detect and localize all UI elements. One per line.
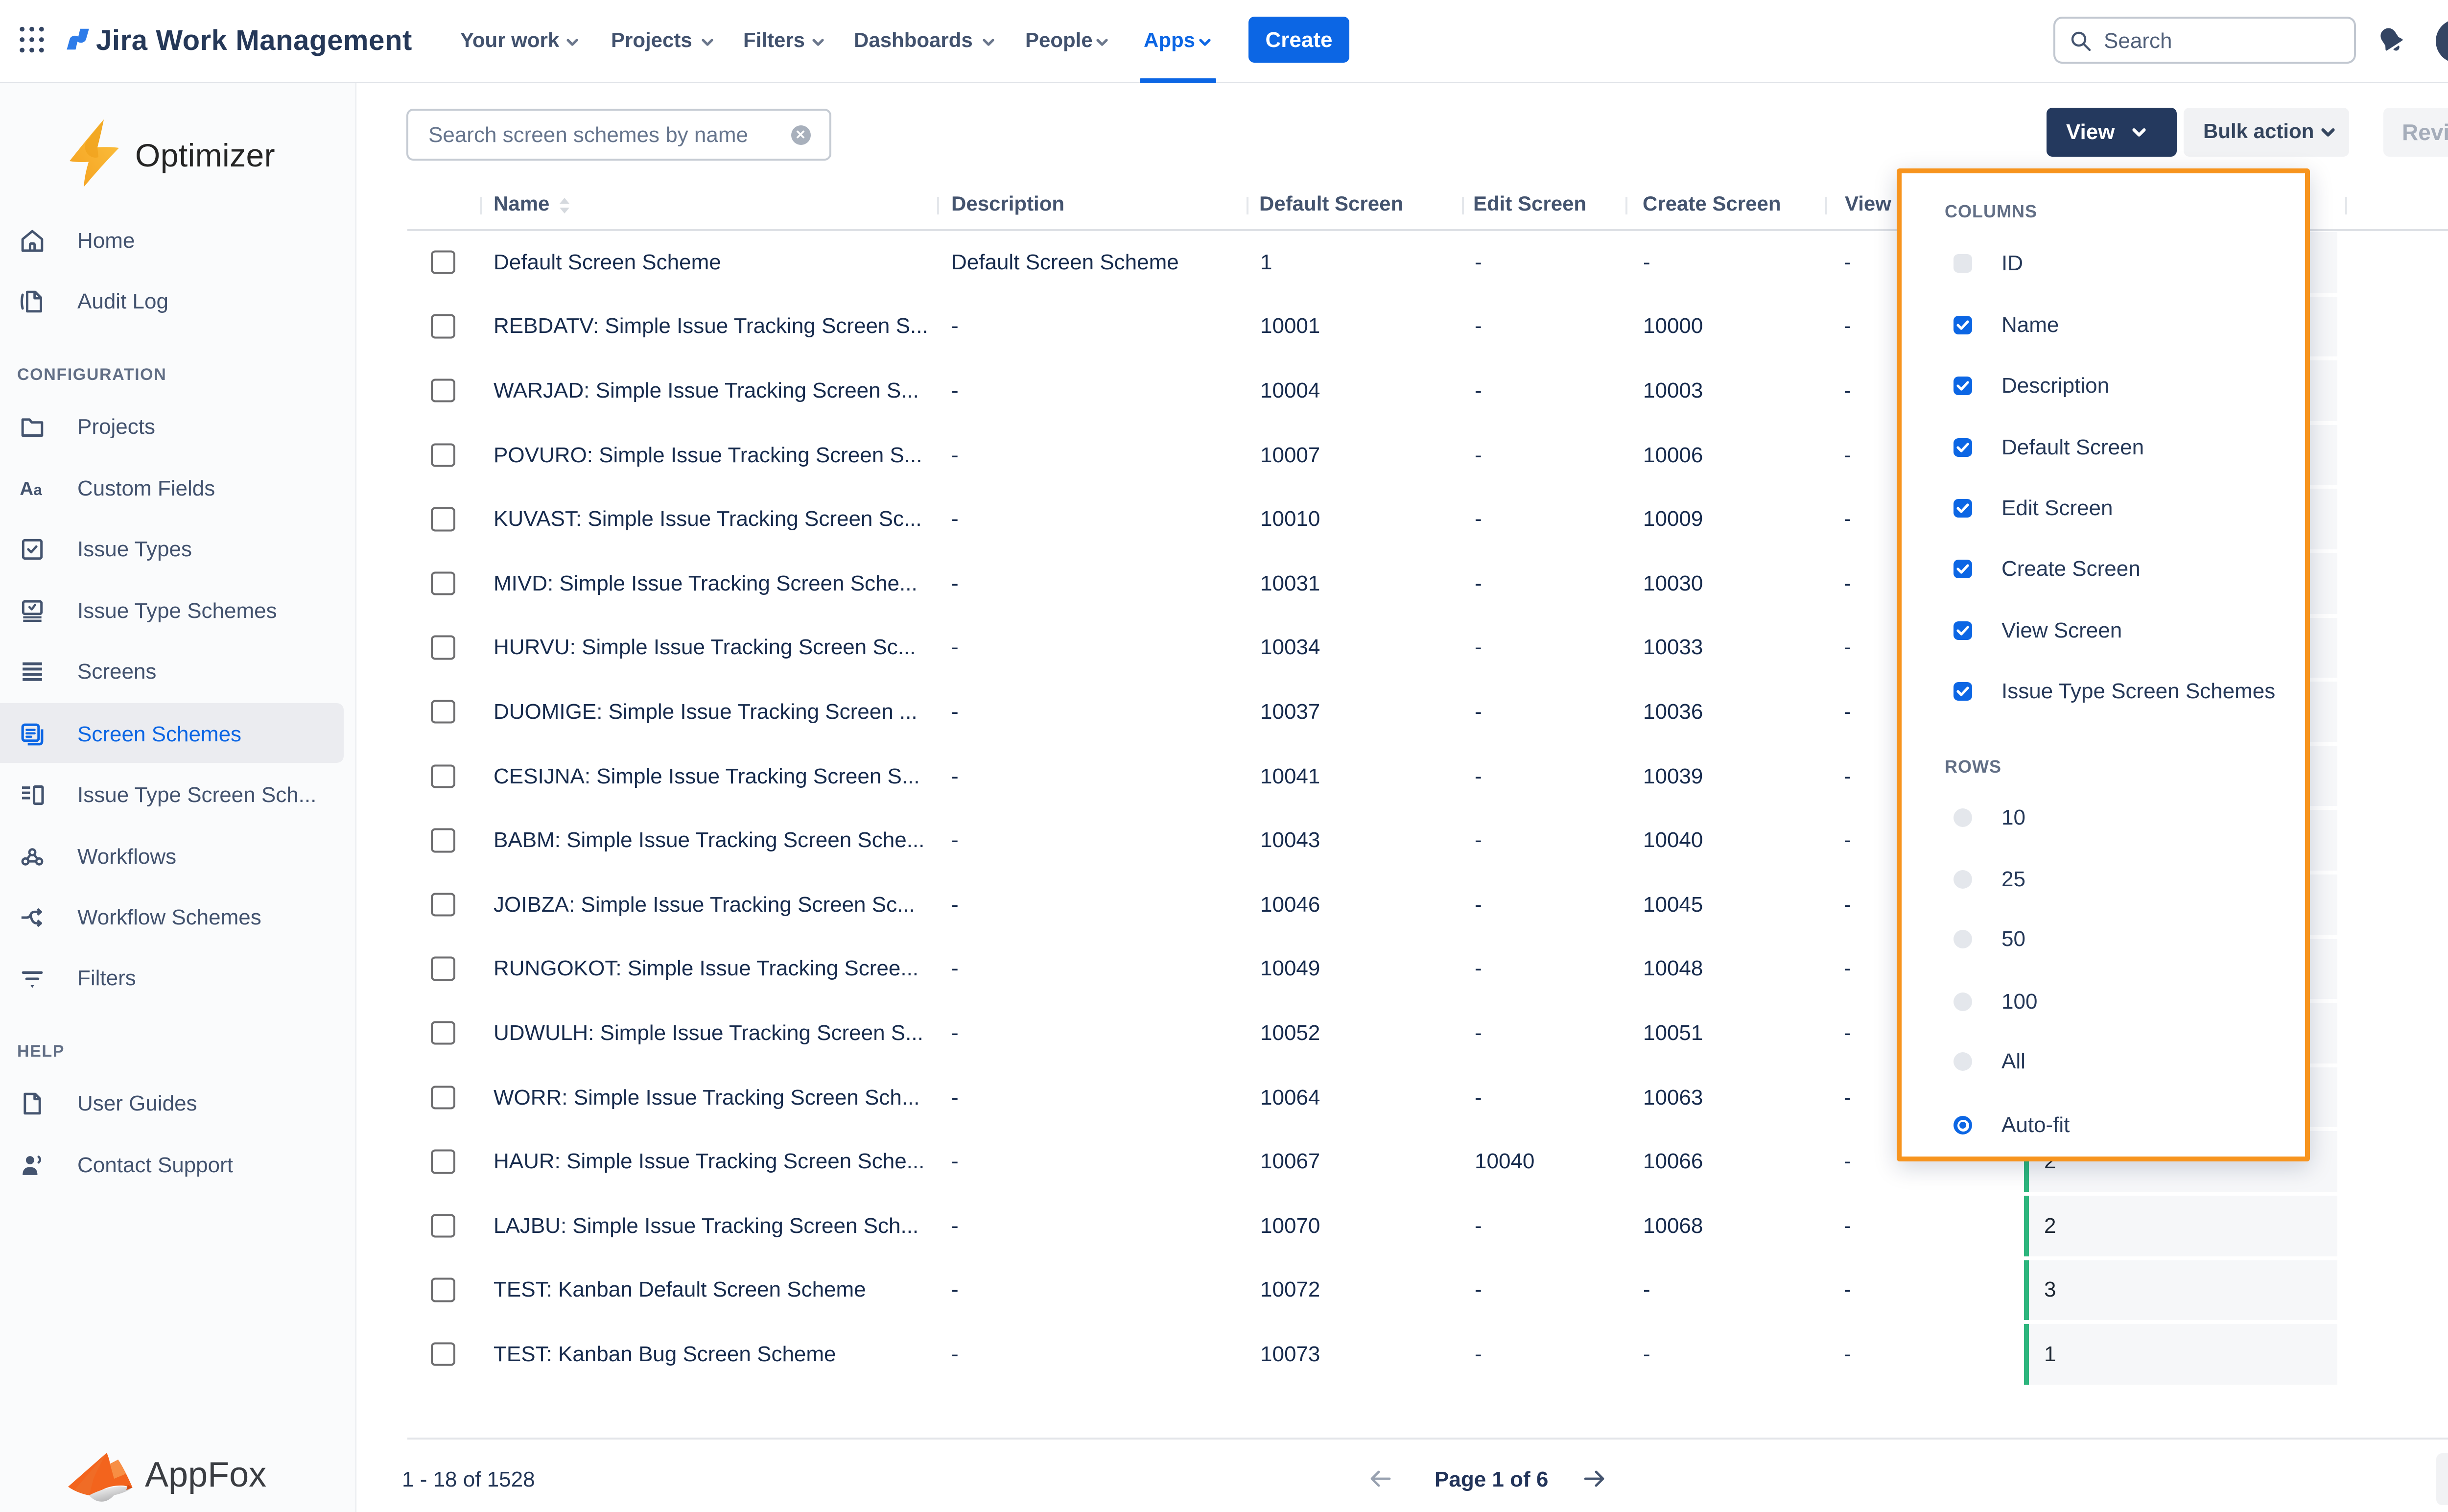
svg-text:a: a (33, 480, 42, 498)
svg-text:A: A (20, 478, 33, 499)
